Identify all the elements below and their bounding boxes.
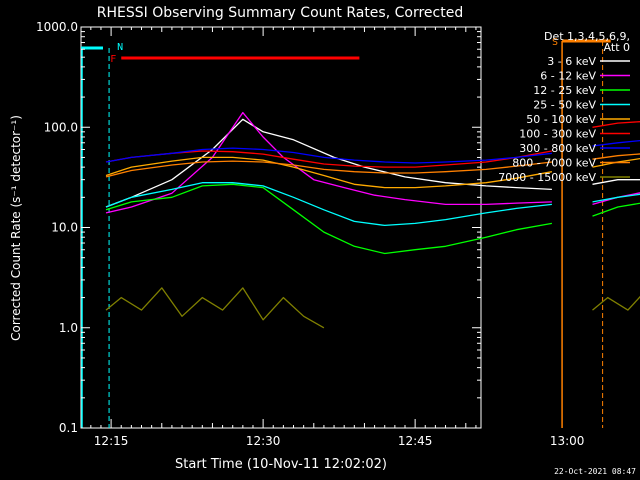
y-tick-label: 0.1 bbox=[59, 421, 78, 435]
legend-label: 12 - 25 keV bbox=[533, 84, 596, 97]
night-flag-label: N bbox=[117, 42, 123, 53]
legend-label: 50 - 100 keV bbox=[526, 113, 596, 126]
series-line-4-seg-0 bbox=[105, 156, 553, 189]
flare-flag-label: F bbox=[110, 54, 116, 65]
legend-header-1: Det 1,3,4,5,6,9, bbox=[544, 30, 630, 43]
y-tick-label: 1.0 bbox=[59, 321, 78, 335]
x-tick-label: 12:15 bbox=[94, 434, 129, 448]
chart-title: RHESSI Observing Summary Count Rates, Co… bbox=[97, 5, 463, 21]
plot-frame bbox=[80, 26, 482, 429]
series-line-1-seg-0 bbox=[105, 111, 552, 214]
legend-label: 6 - 12 keV bbox=[540, 70, 596, 83]
y-tick-label: 100.0 bbox=[44, 120, 78, 134]
series-line-6-seg-0 bbox=[105, 147, 552, 164]
legend-label: 800 - 7000 keV bbox=[512, 157, 596, 170]
series-line-4-seg-1 bbox=[592, 157, 640, 168]
x-tick-label: 12:30 bbox=[246, 434, 281, 448]
footer-date: 22-Oct-2021 08:47 bbox=[554, 467, 636, 476]
legend-label: 300 - 800 keV bbox=[519, 142, 596, 155]
legend-label: 100 - 300 keV bbox=[519, 128, 596, 141]
saa-flag-label: S bbox=[552, 37, 558, 48]
series-line-8-seg-0 bbox=[105, 287, 325, 329]
series-line-2-seg-1 bbox=[592, 202, 640, 217]
x-tick-label: 13:00 bbox=[550, 434, 585, 448]
series-line-8-seg-1 bbox=[592, 295, 640, 311]
y-tick-label: 1000.0 bbox=[36, 20, 78, 34]
series-line-7-seg-0 bbox=[105, 160, 552, 178]
series-line-0-seg-1 bbox=[592, 179, 640, 185]
legend-label: 7000 - 15000 keV bbox=[498, 171, 596, 184]
series-line-3-seg-0 bbox=[105, 182, 552, 227]
x-axis-label: Start Time (10-Nov-11 12:02:02) bbox=[175, 457, 387, 472]
series-line-6-seg-1 bbox=[592, 139, 640, 147]
legend-header-2: Att 0 bbox=[604, 41, 630, 54]
series-line-3-seg-1 bbox=[592, 193, 640, 203]
y-axis-label: Corrected Count Rate (s⁻¹ detector⁻¹) bbox=[9, 115, 23, 341]
x-tick-label: 12:45 bbox=[398, 434, 433, 448]
y-tick-label: 10.0 bbox=[51, 221, 78, 235]
series-line-2-seg-0 bbox=[105, 183, 553, 255]
series-line-7-seg-1 bbox=[592, 153, 640, 160]
legend-label: 25 - 50 keV bbox=[533, 99, 596, 112]
series-line-0-seg-0 bbox=[105, 118, 552, 208]
legend-label: 3 - 6 keV bbox=[547, 55, 596, 68]
series-line-5-seg-1 bbox=[592, 121, 640, 128]
